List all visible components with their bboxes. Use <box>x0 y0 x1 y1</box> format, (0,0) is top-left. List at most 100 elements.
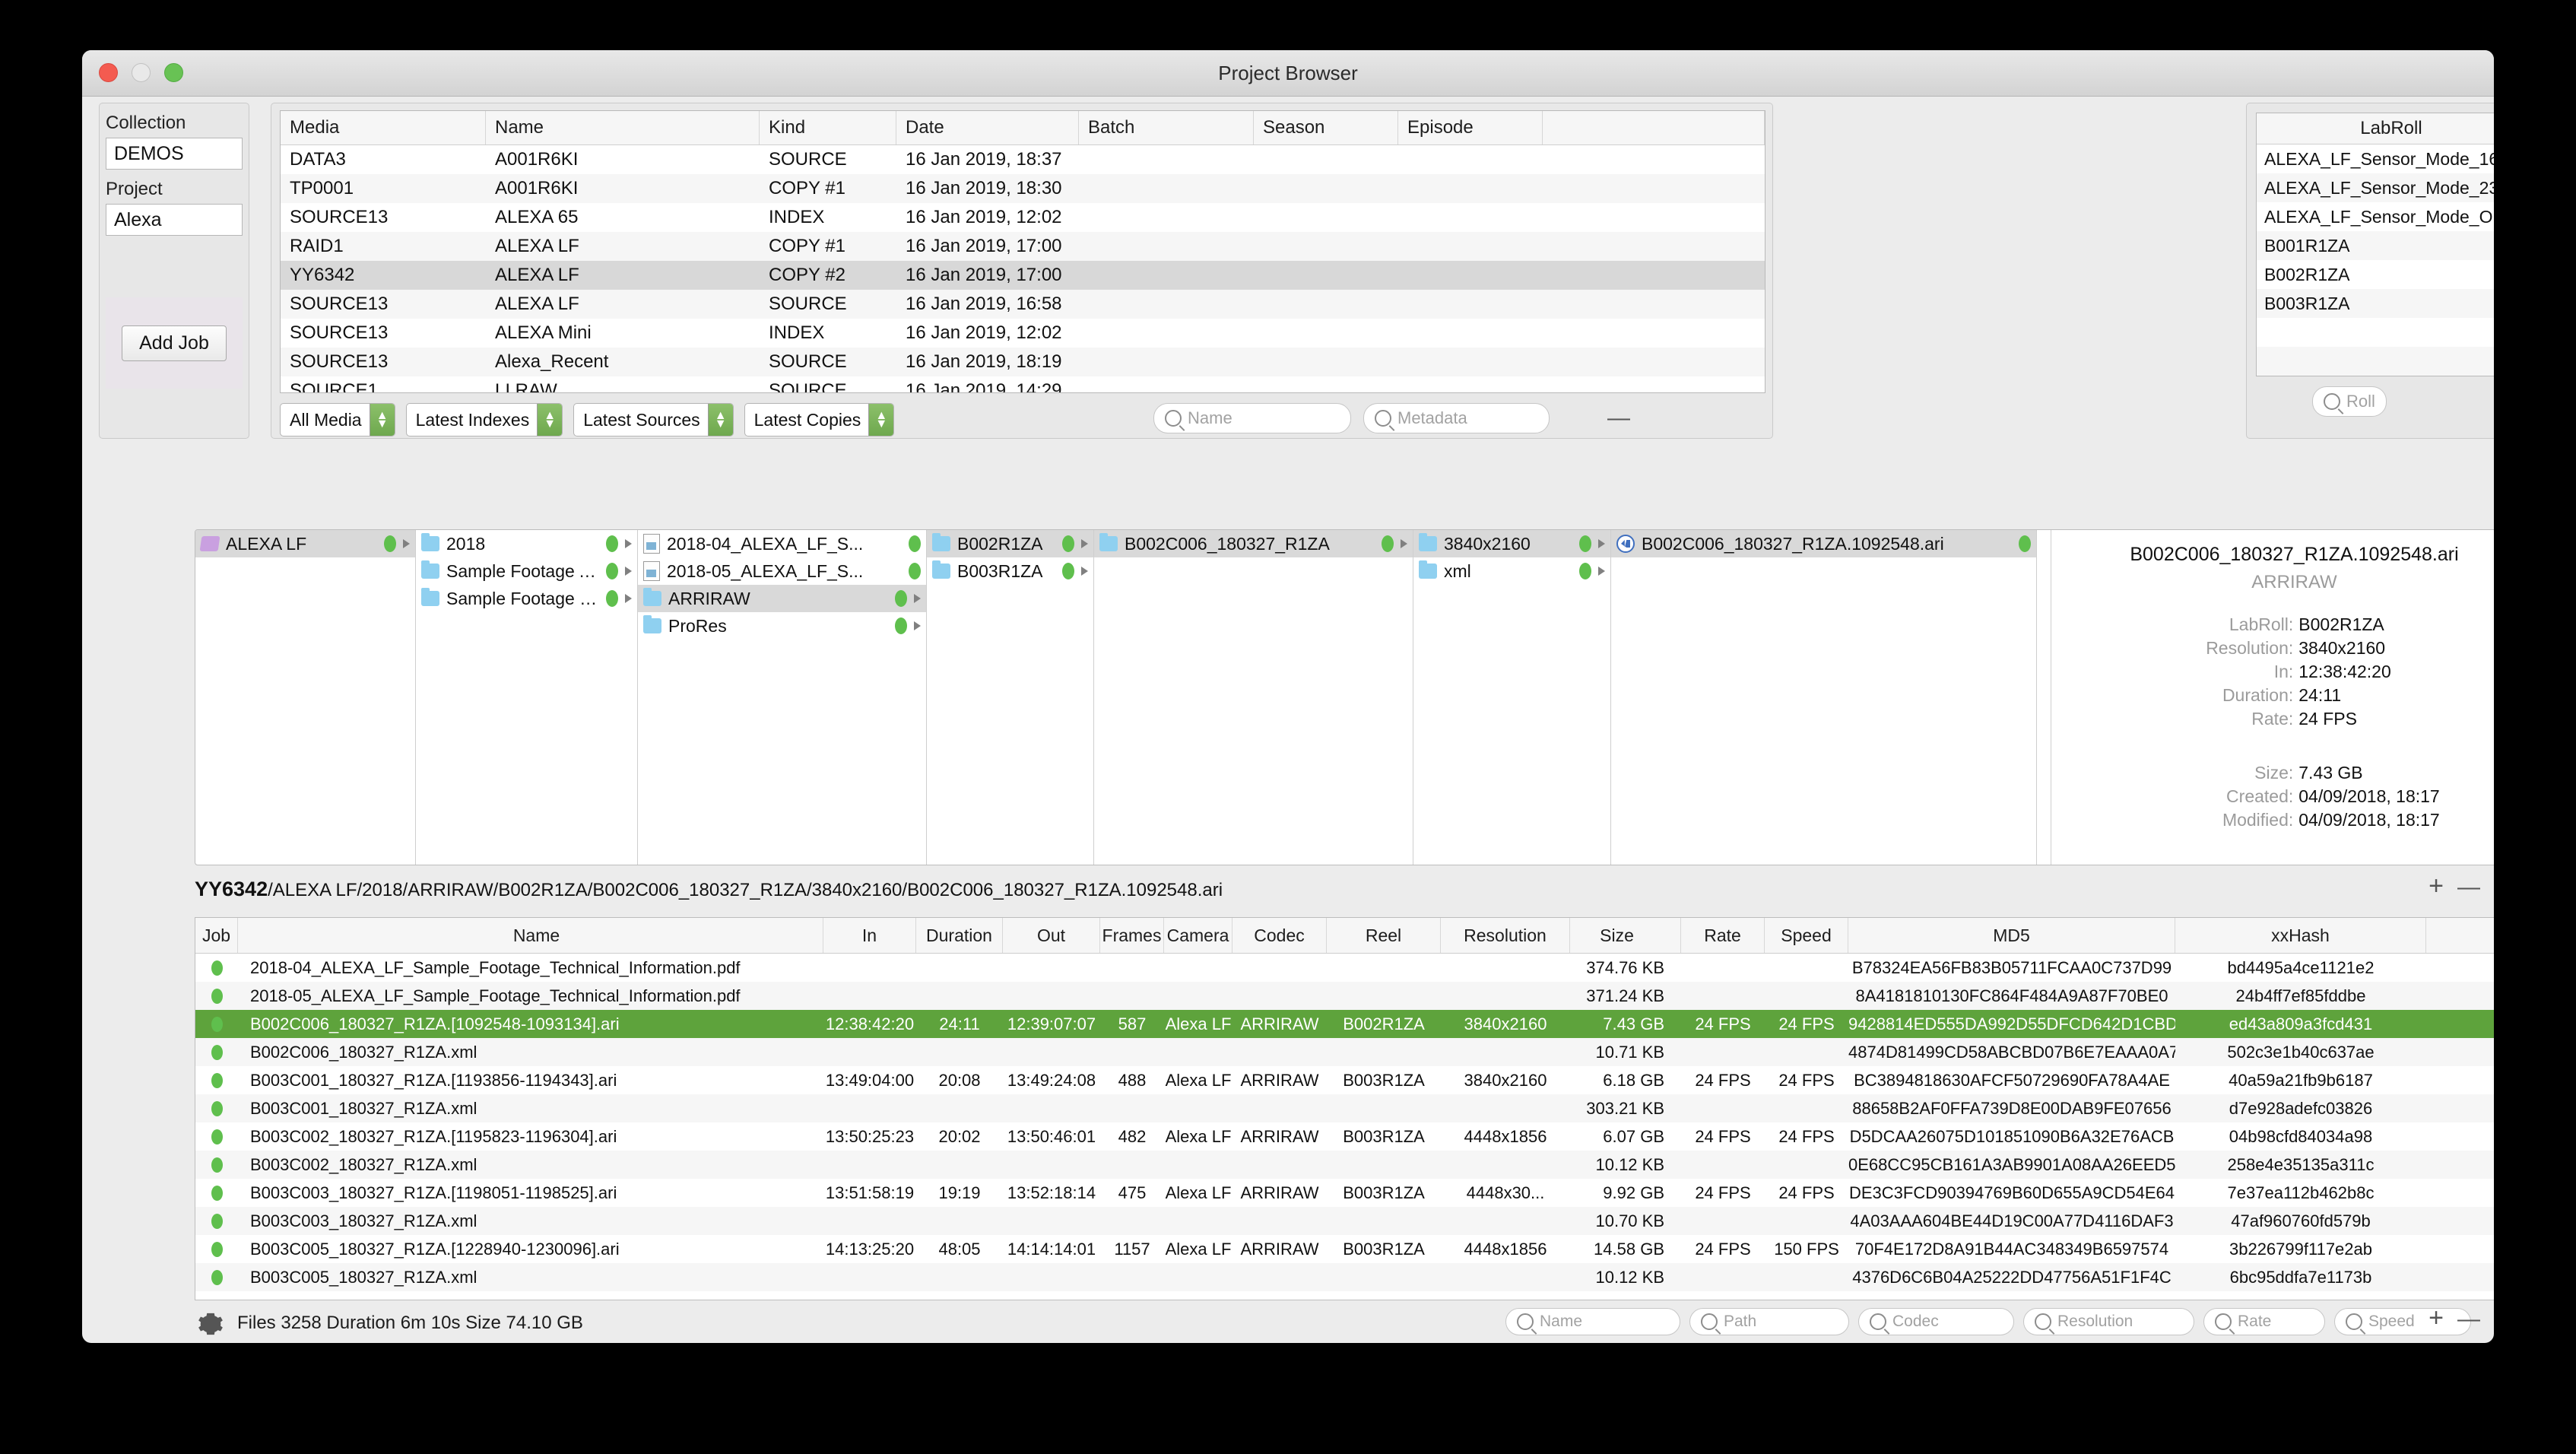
labroll-search[interactable]: Roll <box>2312 386 2387 417</box>
chevron-right-icon[interactable] <box>914 621 921 630</box>
media-table-row[interactable]: SOURCE1 LI RAW SOURCE 16 Jan 2019, 14:29 <box>281 376 1765 392</box>
media-table[interactable]: Media Name Kind Date Batch Season Episode DATA… <box>280 110 1765 393</box>
files-table-row[interactable]: B003C001_180327_R1ZA.[1193856-1194343].a… <box>195 1066 2494 1094</box>
browser-column[interactable]: B002C006_180327_R1ZA.1092548.ari <box>1611 530 2037 865</box>
files-table-row[interactable]: B003C005_180327_R1ZA.[1228940-1230096].a… <box>195 1235 2494 1263</box>
bottom-search-path[interactable]: Path <box>1689 1308 1849 1335</box>
media-col-header[interactable]: Name <box>486 111 760 144</box>
bottom-search-codec[interactable]: Codec <box>1858 1308 2014 1335</box>
bottom-search-name[interactable]: Name <box>1505 1308 1680 1335</box>
files-col-header[interactable]: Name <box>238 918 823 953</box>
media-col-header[interactable]: Season <box>1254 111 1398 144</box>
media-table-row[interactable]: SOURCE13 ALEXA 65 INDEX 16 Jan 2019, 12:02 <box>281 203 1765 232</box>
media-filter-popup[interactable]: Latest Copies ▲ ▼ <box>744 403 895 437</box>
files-col-header[interactable]: Rate <box>1681 918 1765 953</box>
files-table-row[interactable]: B003C005_180327_R1ZA.xml 10.12 KB 4376D6C6… <box>195 1263 2494 1291</box>
chevron-right-icon[interactable] <box>914 594 921 603</box>
browser-item[interactable]: B002C006_180327_R1ZA <box>1094 530 1413 557</box>
browser-column[interactable]: B002C006_180327_R1ZA <box>1094 530 1413 865</box>
media-metadata-search[interactable]: Metadata <box>1363 403 1550 433</box>
media-name-search[interactable]: Name <box>1153 403 1351 433</box>
files-remove-button[interactable]: — <box>2457 875 2480 900</box>
files-col-header[interactable]: Camera <box>1164 918 1232 953</box>
files-col-header[interactable]: Size <box>1570 918 1681 953</box>
files-col-header[interactable]: Codec <box>1232 918 1327 953</box>
files-table-row[interactable]: 2018-05_ALEXA_LF_Sample_Footage_Technica… <box>195 982 2494 1010</box>
files-col-header[interactable]: Job <box>195 918 238 953</box>
labroll-item[interactable] <box>2257 318 2494 347</box>
media-filter-popup[interactable]: All Media ▲ ▼ <box>280 403 395 437</box>
chevron-right-icon[interactable] <box>625 539 632 548</box>
browser-item[interactable]: ProRes <box>638 612 926 640</box>
browser-item[interactable]: B003R1ZA <box>927 557 1093 585</box>
files-table-row[interactable]: B003C002_180327_R1ZA.xml 10.12 KB 0E68CC95… <box>195 1151 2494 1179</box>
media-table-row[interactable]: DATA3 A001R6KI SOURCE 16 Jan 2019, 18:37 <box>281 145 1765 174</box>
browser-item[interactable]: B002C006_180327_R1ZA.1092548.ari <box>1611 530 2036 557</box>
browser-columns[interactable]: ALEXA LF 2018 Sample Footage ARRIRA... Samp… <box>195 530 2494 865</box>
files-table-row[interactable]: B003C003_180327_R1ZA.xml 10.70 KB 4A03AAA6… <box>195 1207 2494 1235</box>
collection-input[interactable]: DEMOS <box>106 138 243 170</box>
media-col-header[interactable] <box>1543 111 1765 144</box>
chevron-right-icon[interactable] <box>1401 539 1407 548</box>
media-filter-popup[interactable]: Latest Indexes ▲ ▼ <box>405 403 563 437</box>
media-col-header[interactable]: Episode <box>1398 111 1543 144</box>
browser-item[interactable]: xml <box>1413 557 1610 585</box>
labroll-item[interactable] <box>2257 347 2494 376</box>
files-col-header[interactable]: Reel <box>1327 918 1441 953</box>
browser-item[interactable]: 3840x2160 <box>1413 530 1610 557</box>
files-table-row[interactable]: B002C006_180327_R1ZA.xml 10.71 KB 4874D814… <box>195 1038 2494 1066</box>
files-col-header[interactable]: In <box>823 918 916 953</box>
files-col-header[interactable]: xxHash <box>2175 918 2426 953</box>
browser-column[interactable]: 2018 Sample Footage ARRIRA... Sample Foota… <box>416 530 638 865</box>
bottom-search-speed[interactable]: Speed <box>2334 1308 2471 1335</box>
add-job-button[interactable]: Add Job <box>122 325 227 361</box>
zoom-button[interactable] <box>164 63 183 82</box>
chevron-updown-icon[interactable]: ▲ ▼ <box>868 404 894 436</box>
files-table-row[interactable]: B003C003_180327_R1ZA.[1198051-1198525].a… <box>195 1179 2494 1207</box>
media-table-row[interactable]: SOURCE13 ALEXA LF SOURCE 16 Jan 2019, 16:58 <box>281 290 1765 319</box>
media-table-row[interactable]: TP0001 A001R6KI COPY #1 16 Jan 2019, 18:30 <box>281 174 1765 203</box>
labroll-item[interactable]: B003R1ZA <box>2257 289 2494 318</box>
browser-column[interactable]: ALEXA LF <box>195 530 416 865</box>
files-table-row[interactable]: B002C006_180327_R1ZA.[1092548-1093134].a… <box>195 1010 2494 1038</box>
chevron-right-icon[interactable] <box>625 567 632 576</box>
chevron-right-icon[interactable] <box>1081 567 1088 576</box>
browser-column[interactable]: B002R1ZA B003R1ZA <box>927 530 1094 865</box>
files-add-button[interactable]: + <box>2428 871 2444 900</box>
media-remove-button[interactable]: — <box>1607 405 1630 430</box>
media-col-header[interactable]: Batch <box>1079 111 1254 144</box>
files-col-header[interactable]: Resolution <box>1441 918 1570 953</box>
labroll-list[interactable]: LabRoll ALEXA_LF_Sensor_Mode_16by9ALEXA_… <box>2256 113 2494 376</box>
labroll-body[interactable]: ALEXA_LF_Sensor_Mode_16by9 ALEXA_LF_Senso… <box>2257 144 2494 376</box>
browser-item[interactable]: Sample Footage ARRIRA... <box>416 557 637 585</box>
close-button[interactable] <box>99 63 118 82</box>
media-table-row[interactable]: YY6342 ALEXA LF COPY #2 16 Jan 2019, 17:00 <box>281 261 1765 290</box>
browser-item[interactable]: Sample Footage QT Pro... <box>416 585 637 612</box>
browser-item[interactable]: 2018-05_ALEXA_LF_S... <box>638 557 926 585</box>
labroll-item[interactable]: ALEXA_LF_Sensor_Mode_OpenG... <box>2264 206 2494 227</box>
labroll-item[interactable]: ALEXA_LF_Sensor_Mode_16by9 <box>2264 148 2494 169</box>
chevron-right-icon[interactable] <box>1598 567 1605 576</box>
browser-item[interactable]: ARRIRAW <box>638 585 926 612</box>
browser-column[interactable]: 3840x2160 xml <box>1413 530 1611 865</box>
media-table-row[interactable]: SOURCE13 Alexa_Recent SOURCE 16 Jan 2019, 1… <box>281 348 1765 376</box>
files-table-body[interactable]: 2018-04_ALEXA_LF_Sample_Footage_Technica… <box>195 954 2494 1291</box>
media-filter-popup[interactable]: Latest Sources ▲ ▼ <box>573 403 734 437</box>
files-col-header[interactable]: MD5 <box>1848 918 2175 953</box>
browser-item[interactable]: 2018-04_ALEXA_LF_S... <box>638 530 926 557</box>
minimize-button[interactable] <box>132 63 151 82</box>
labroll-item[interactable]: B002R1ZA <box>2264 264 2350 284</box>
status-remove-button[interactable]: — <box>2457 1306 2480 1332</box>
files-table-row[interactable]: B003C001_180327_R1ZA.xml 303.21 KB 88658B2… <box>195 1094 2494 1122</box>
files-col-header[interactable]: Speed <box>1765 918 1848 953</box>
media-col-header[interactable]: Media <box>281 111 486 144</box>
status-add-button[interactable]: + <box>2428 1303 2444 1332</box>
labroll-item[interactable]: ALEXA_LF_Sensor_Mode_239 <box>2257 173 2494 202</box>
column-browser[interactable]: ALEXA LF 2018 Sample Footage ARRIRA... Samp… <box>195 529 2494 865</box>
browser-item[interactable]: B002R1ZA <box>927 530 1093 557</box>
files-col-header[interactable]: Frames <box>1100 918 1164 953</box>
files-col-header[interactable]: Duration <box>916 918 1003 953</box>
chevron-right-icon[interactable] <box>1598 539 1605 548</box>
files-table-row[interactable]: 2018-04_ALEXA_LF_Sample_Footage_Technica… <box>195 954 2494 982</box>
files-col-header[interactable]: Out <box>1003 918 1100 953</box>
